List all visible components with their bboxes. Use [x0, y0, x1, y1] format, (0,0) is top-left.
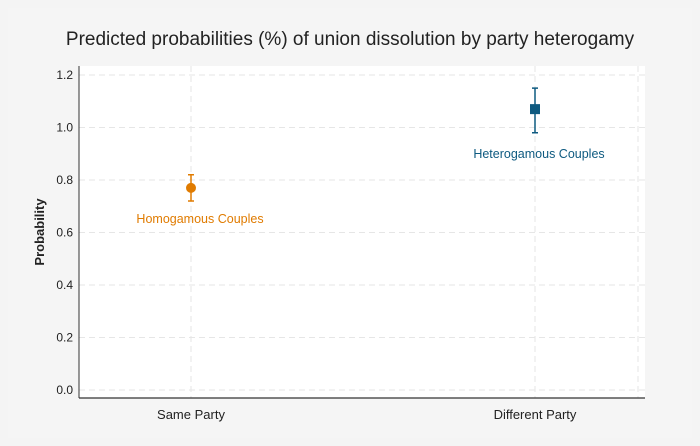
y-tick-label: 0.2 [56, 331, 73, 345]
y-tick-label: 0.4 [56, 278, 73, 292]
chart-title: Predicted probabilities (%) of union dis… [66, 29, 635, 50]
annotation-heterogamous: Heterogamous Couples [473, 147, 604, 161]
annotation-homogamous: Homogamous Couples [136, 212, 263, 226]
y-axis-label: Probability [32, 198, 47, 266]
data-point [530, 104, 540, 115]
x-tick-label-different-party: Different Party [494, 407, 577, 422]
data-point-group [530, 87, 540, 134]
y-tick-label: 0.8 [56, 173, 73, 187]
data-point-group [186, 174, 196, 202]
y-tick-label: 1.0 [56, 121, 73, 135]
y-tick-label: 0.6 [56, 226, 73, 240]
x-tick-label-same-party: Same Party [157, 407, 225, 422]
data-point [186, 182, 196, 193]
y-tick-label: 1.2 [56, 68, 73, 82]
y-tick-label: 0.0 [56, 383, 73, 397]
